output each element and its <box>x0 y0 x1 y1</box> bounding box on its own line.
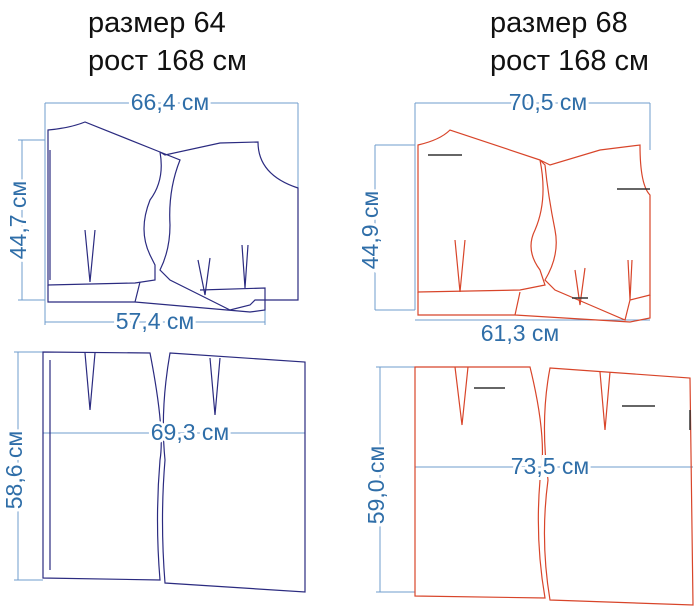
dimension-height: 44,9 см <box>357 191 383 269</box>
dimension-width: 66,4 см <box>131 89 209 115</box>
dimension-width: 73,5 см <box>511 453 589 479</box>
height-title: рост 168 см <box>88 45 247 77</box>
dimension-width: 61,3 см <box>481 320 559 346</box>
bodice-68 <box>374 102 651 323</box>
dimension-height: 44,7 см <box>5 181 31 259</box>
dimension-width: 57,4 см <box>116 308 194 334</box>
skirt-68 <box>376 366 694 606</box>
size-title: размер 64 <box>88 7 226 39</box>
skirt-64 <box>14 351 306 593</box>
dimension-width: 69,3 см <box>151 419 229 445</box>
size-title: размер 68 <box>490 7 628 39</box>
dimension-height: 59,0 см <box>363 446 389 524</box>
bodice-64 <box>18 102 299 325</box>
height-title: рост 168 см <box>490 45 649 77</box>
dimension-height: 58,6 см <box>1 431 27 509</box>
dimension-width: 70,5 см <box>509 89 587 115</box>
